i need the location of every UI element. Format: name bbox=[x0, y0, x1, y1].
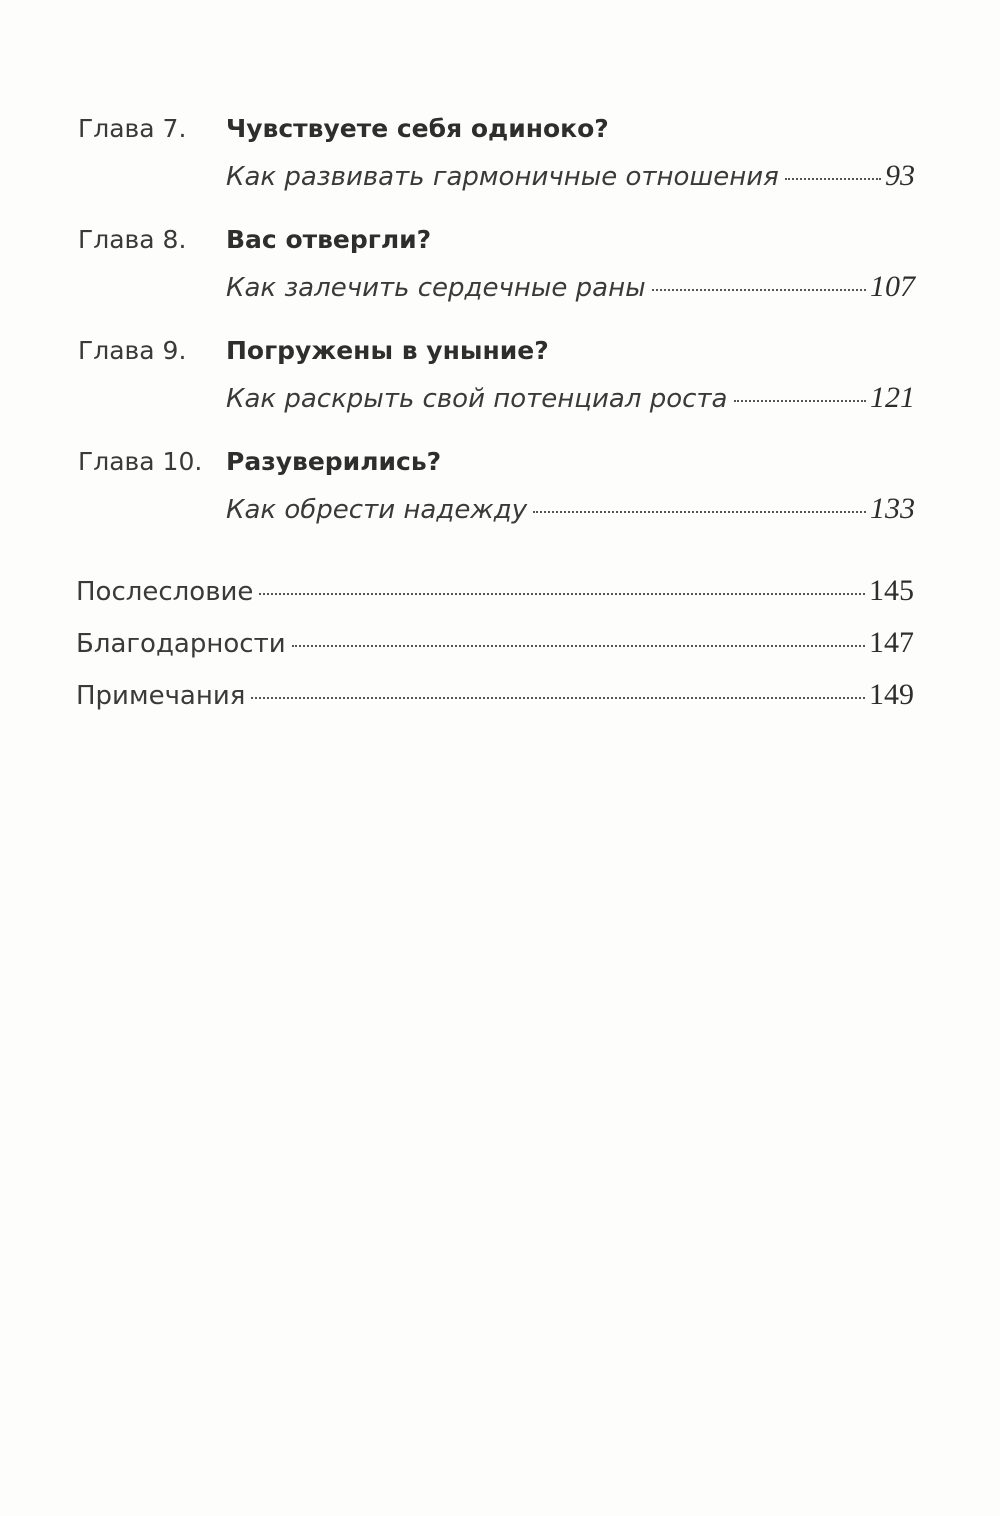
toc-notes: Примечания 149 bbox=[76, 678, 914, 712]
dot-leader bbox=[259, 593, 865, 595]
page-number: 145 bbox=[869, 574, 914, 607]
chapter-subtitle: Как залечить сердечные раны bbox=[226, 273, 646, 303]
chapter-title: Вас отвергли? bbox=[226, 225, 432, 254]
chapter-subtitle: Как раскрыть свой потенциал роста bbox=[226, 384, 728, 414]
entry-title: Послесловие bbox=[76, 577, 254, 607]
chapter-label: Глава 10. bbox=[78, 447, 203, 476]
page-number: 121 bbox=[870, 381, 915, 414]
dot-leader bbox=[784, 178, 881, 180]
toc-acknowledgements: Благодарности 147 bbox=[76, 626, 914, 660]
page-number: 149 bbox=[869, 678, 914, 711]
dot-leader bbox=[533, 511, 866, 513]
dot-leader bbox=[733, 400, 866, 402]
chapter-label: Глава 9. bbox=[78, 336, 187, 365]
entry-title: Благодарности bbox=[76, 629, 286, 659]
dot-leader bbox=[291, 645, 865, 647]
chapter-label: Глава 7. bbox=[78, 114, 187, 143]
chapter-title: Чувствуете себя одиноко? bbox=[226, 114, 609, 143]
chapter-title: Погружены в уныние? bbox=[226, 336, 549, 365]
page-number: 107 bbox=[870, 270, 915, 303]
chapter-label: Глава 8. bbox=[78, 225, 187, 254]
entry-title: Примечания bbox=[76, 681, 246, 711]
page-number: 93 bbox=[885, 159, 915, 192]
chapter-subtitle-row: Как залечить сердечные раны 107 bbox=[226, 270, 915, 304]
dot-leader bbox=[251, 697, 865, 699]
chapter-subtitle: Как развивать гармоничные отношения bbox=[226, 162, 779, 192]
chapter-subtitle-row: Как раскрыть свой потенциал роста 121 bbox=[226, 381, 915, 415]
page-number: 133 bbox=[870, 492, 915, 525]
chapter-subtitle-row: Как развивать гармоничные отношения 93 bbox=[226, 159, 915, 193]
dot-leader bbox=[651, 289, 866, 291]
page-number: 147 bbox=[869, 626, 914, 659]
chapter-title: Разуверились? bbox=[226, 447, 442, 476]
toc-afterword: Послесловие 145 bbox=[76, 574, 914, 608]
chapter-subtitle: Как обрести надежду bbox=[226, 495, 528, 525]
chapter-subtitle-row: Как обрести надежду 133 bbox=[226, 492, 915, 526]
